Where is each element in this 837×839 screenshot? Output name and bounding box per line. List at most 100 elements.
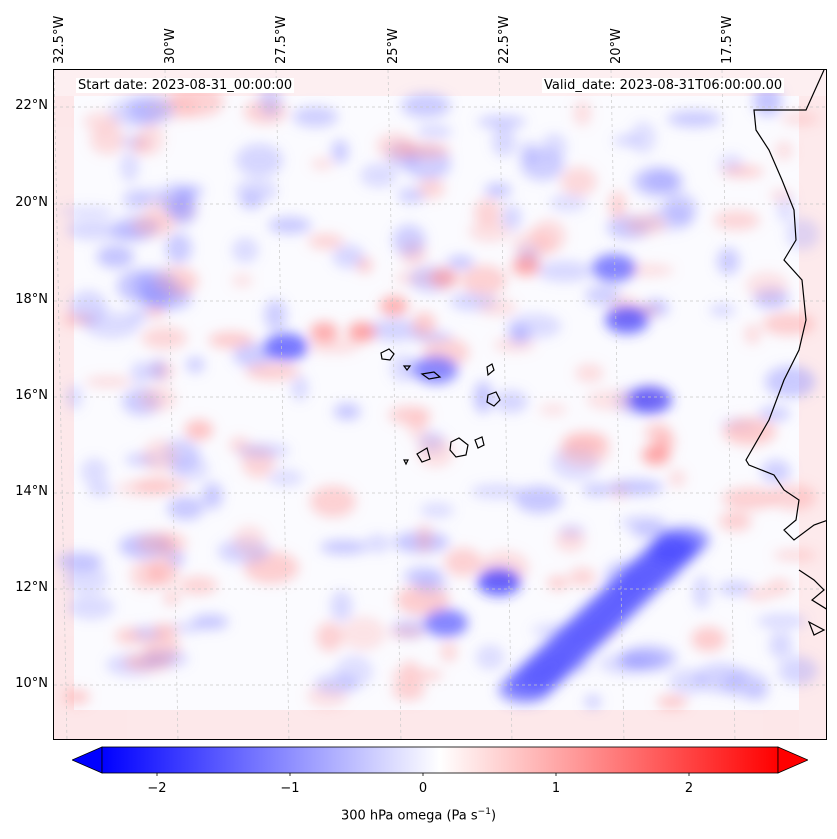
- lon-label: 27.5°W: [274, 15, 289, 64]
- omega-blob: [237, 443, 290, 459]
- colorbar-tick-label: −2: [147, 781, 167, 796]
- omega-blob: [417, 177, 445, 199]
- omega-blob: [473, 198, 502, 226]
- colorbar-tick-label: −1: [280, 781, 300, 796]
- omega-blob: [348, 322, 376, 342]
- omega-blob: [584, 694, 602, 709]
- lon-label: 30°W: [163, 28, 178, 64]
- omega-blob: [178, 576, 218, 595]
- omega-blob: [507, 313, 562, 339]
- omega-blob: [107, 230, 145, 241]
- omega-blob: [520, 150, 565, 181]
- omega-blob: [232, 237, 259, 263]
- omega-blob: [392, 224, 426, 256]
- omega-blob: [146, 306, 166, 318]
- omega-blob: [656, 695, 688, 709]
- omega-blob: [84, 376, 133, 388]
- omega-blob: [746, 588, 773, 601]
- omega-blob: [777, 193, 794, 223]
- omega-blob: [605, 306, 649, 334]
- omega-blob: [235, 143, 283, 178]
- omega-blob: [616, 651, 665, 671]
- omega-blob: [400, 661, 420, 672]
- omega-blob: [419, 502, 455, 518]
- omega-blob: [330, 590, 353, 623]
- omega-blob: [408, 412, 429, 441]
- lat-label: 18°N: [15, 292, 48, 307]
- omega-blob: [468, 220, 511, 243]
- omega-blob: [644, 422, 671, 444]
- omega-blob: [475, 644, 505, 670]
- omega-blob: [69, 290, 107, 325]
- omega-blob: [396, 142, 451, 159]
- lon-gridline: [610, 70, 625, 739]
- omega-blob: [171, 456, 209, 482]
- omega-blob: [440, 641, 457, 662]
- cape-verde-islands: [380, 348, 501, 466]
- start-date-label: Start date: 2023-08-31_00:00:00: [76, 78, 295, 93]
- omega-blob: [368, 318, 421, 342]
- omega-blob: [390, 669, 444, 681]
- lon-label: 20°W: [609, 28, 624, 64]
- omega-blob: [233, 525, 266, 556]
- omega-blob: [148, 359, 166, 380]
- omega-blob: [539, 403, 568, 416]
- omega-blob: [140, 386, 177, 412]
- omega-blob: [650, 536, 694, 564]
- omega-blob: [259, 85, 283, 117]
- colorbar-extend-min: [72, 746, 103, 774]
- omega-blob: [484, 183, 512, 198]
- omega-blob: [667, 111, 721, 127]
- omega-blob: [360, 163, 398, 188]
- colorbar-tick-label: 1: [551, 781, 561, 796]
- omega-blob: [59, 206, 116, 217]
- omega-blob: [494, 390, 528, 413]
- omega-blob: [501, 204, 522, 231]
- omega-blob: [412, 330, 453, 343]
- omega-blob: [778, 656, 818, 686]
- lon-gridline: [164, 70, 179, 739]
- omega-blob: [582, 483, 613, 496]
- omega-field-map: [54, 70, 826, 739]
- colorbar-title-sup: −1: [477, 807, 491, 817]
- colorbar-body: [101, 746, 779, 774]
- omega-blob: [191, 614, 229, 630]
- omega-blob: [150, 623, 179, 637]
- omega-blob: [416, 125, 453, 138]
- omega-blob: [81, 458, 108, 485]
- omega-blob: [546, 575, 569, 591]
- omega-blob: [773, 549, 817, 561]
- omega-blob: [774, 140, 794, 161]
- omega-blob: [446, 255, 475, 270]
- lat-label: 12°N: [15, 580, 48, 595]
- omega-blob: [309, 485, 356, 518]
- colorbar-extend-max: [777, 746, 808, 774]
- omega-blob: [126, 95, 174, 124]
- omega-blob: [492, 126, 516, 157]
- omega-blob: [559, 435, 610, 467]
- omega-blob: [403, 567, 444, 586]
- omega-blob: [766, 578, 792, 596]
- omega-blob: [245, 363, 300, 381]
- omega-blob: [536, 260, 593, 282]
- omega-blob: [424, 609, 468, 637]
- omega-blob: [417, 437, 454, 468]
- omega-blob: [744, 681, 769, 702]
- omega-blob: [780, 111, 819, 126]
- omega-blob: [668, 469, 686, 488]
- omega-blob: [444, 547, 482, 577]
- omega-blob: [515, 485, 563, 514]
- omega-blob: [392, 618, 429, 639]
- omega-blob: [460, 265, 507, 296]
- omega-blob: [717, 247, 740, 275]
- lon-gridline: [498, 70, 513, 739]
- omega-blob: [645, 170, 679, 191]
- lon-gridline: [721, 70, 736, 739]
- omega-blob: [131, 361, 151, 385]
- omega-blob: [380, 296, 408, 316]
- omega-blob: [719, 511, 752, 532]
- omega-blob: [555, 529, 586, 552]
- omega-blob: [630, 121, 656, 154]
- omega-blob: [560, 166, 597, 197]
- omega-blob: [316, 622, 343, 652]
